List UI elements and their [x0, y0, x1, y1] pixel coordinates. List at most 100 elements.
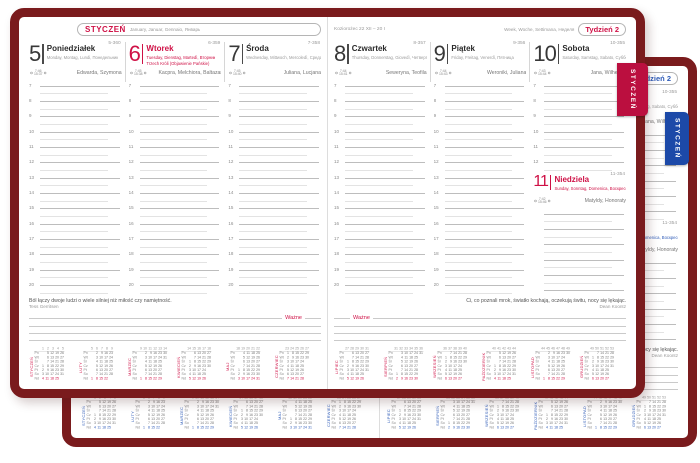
- important-row[interactable]: Ważne: [29, 315, 321, 322]
- hour-line[interactable]: 18: [228, 248, 320, 256]
- hour-line[interactable]: 20: [434, 278, 525, 287]
- hour-line[interactable]: 11: [533, 140, 625, 149]
- hour-line[interactable]: 17: [228, 232, 320, 241]
- hour-line[interactable]: 7: [29, 79, 120, 88]
- half-hour-line: [345, 87, 413, 95]
- hour-line[interactable]: 13: [334, 171, 425, 180]
- hour-line[interactable]: 14: [29, 186, 120, 195]
- mini-date-cell: 13: [249, 400, 253, 405]
- note-row[interactable]: [29, 322, 321, 329]
- writing-line[interactable]: [544, 207, 625, 215]
- hour-line[interactable]: 16: [334, 217, 425, 226]
- hour-line[interactable]: 13: [228, 171, 320, 180]
- hour-line[interactable]: 20: [129, 278, 220, 287]
- month-edge-tab[interactable]: STYCZEŃ: [617, 63, 648, 116]
- writing-line[interactable]: [544, 268, 625, 277]
- hour-line[interactable]: 19: [129, 263, 220, 272]
- note-row[interactable]: [29, 330, 321, 337]
- hour-line[interactable]: 9: [129, 110, 220, 118]
- hour-line[interactable]: 9: [29, 110, 120, 118]
- hour-number: 19: [128, 266, 134, 272]
- hour-line[interactable]: 15: [129, 202, 220, 210]
- hour-line[interactable]: 14: [129, 186, 220, 195]
- hour-line[interactable]: 8: [129, 94, 220, 103]
- hour-line[interactable]: 15: [228, 202, 320, 210]
- hour-line[interactable]: 10: [228, 125, 320, 134]
- hour-line[interactable]: 10: [533, 125, 625, 134]
- hour-line[interactable]: 18: [434, 248, 525, 256]
- mini-date-cell: 30: [215, 400, 219, 405]
- hour-line[interactable]: 8: [434, 94, 525, 103]
- hour-line[interactable]: 12: [434, 156, 525, 164]
- hour-line[interactable]: 15: [434, 202, 525, 210]
- hour-line[interactable]: 10: [434, 125, 525, 134]
- hour-line[interactable]: 10: [334, 125, 425, 134]
- note-row[interactable]: [334, 322, 626, 329]
- hour-line[interactable]: 9: [228, 110, 320, 118]
- hour-line[interactable]: 12: [228, 156, 320, 164]
- hour-line[interactable]: 18: [129, 248, 220, 256]
- hour-line[interactable]: 17: [334, 232, 425, 241]
- hour-line[interactable]: 13: [129, 171, 220, 180]
- hour-line[interactable]: 13: [29, 171, 120, 180]
- hour-line[interactable]: 12: [334, 156, 425, 164]
- hour-line[interactable]: 8: [533, 94, 625, 103]
- hour-line[interactable]: 17: [434, 232, 525, 241]
- writing-line[interactable]: [544, 253, 625, 261]
- hour-line[interactable]: 9: [434, 110, 525, 118]
- hour-line[interactable]: 11: [334, 140, 425, 149]
- writing-line[interactable]: [544, 222, 625, 231]
- hour-line[interactable]: 11: [29, 140, 120, 149]
- hour-line[interactable]: 20: [334, 278, 425, 287]
- mini-date-cell: 31: [163, 355, 167, 360]
- writing-line[interactable]: [544, 284, 625, 292]
- hour-line[interactable]: 19: [434, 263, 525, 272]
- hour-line[interactable]: 16: [29, 217, 120, 226]
- hour-line[interactable]: 13: [434, 171, 525, 180]
- hour-line[interactable]: 19: [228, 263, 320, 272]
- note-row[interactable]: [29, 337, 321, 344]
- mini-date-cell: 27: [564, 404, 568, 409]
- hour-line[interactable]: 16: [434, 217, 525, 226]
- hour-line[interactable]: 14: [434, 186, 525, 195]
- hour-line[interactable]: 20: [29, 278, 120, 287]
- hour-line[interactable]: 7: [334, 79, 425, 88]
- hour-line[interactable]: 10: [129, 125, 220, 134]
- hour-line[interactable]: 14: [228, 186, 320, 195]
- hour-line[interactable]: 16: [228, 217, 320, 226]
- hour-line[interactable]: 12: [533, 156, 625, 164]
- hour-line[interactable]: 17: [29, 232, 120, 241]
- hour-line[interactable]: 12: [129, 156, 220, 164]
- hour-line[interactable]: 11: [228, 140, 320, 149]
- note-row[interactable]: [334, 330, 626, 337]
- hour-line[interactable]: 19: [29, 263, 120, 272]
- hour-line[interactable]: 11: [434, 140, 525, 149]
- hour-line[interactable]: 8: [228, 94, 320, 103]
- hour-line[interactable]: 20: [228, 278, 320, 287]
- hour-line[interactable]: 15: [334, 202, 425, 210]
- hour-line[interactable]: 7: [228, 79, 320, 88]
- hour-line[interactable]: 7: [533, 79, 625, 88]
- hour-line[interactable]: 10: [29, 125, 120, 134]
- mini-date-cell: 29: [60, 364, 64, 368]
- writing-line[interactable]: [544, 238, 625, 246]
- hour-line[interactable]: 9: [334, 110, 425, 118]
- note-row[interactable]: [334, 337, 626, 344]
- hour-line[interactable]: 15: [29, 202, 120, 210]
- hour-line[interactable]: 18: [29, 248, 120, 256]
- hour-line[interactable]: 7: [129, 79, 220, 88]
- important-row[interactable]: Ważne: [334, 315, 626, 322]
- hour-line[interactable]: 17: [129, 232, 220, 241]
- hour-line[interactable]: 8: [29, 94, 120, 103]
- hour-line[interactable]: 18: [334, 248, 425, 256]
- hour-line[interactable]: 7: [434, 79, 525, 88]
- hour-line[interactable]: 19: [334, 263, 425, 272]
- hour-line[interactable]: 8: [334, 94, 425, 103]
- hour-line[interactable]: 12: [29, 156, 120, 164]
- month-edge-tab[interactable]: STYCZEŃ: [665, 112, 689, 165]
- hour-line[interactable]: 11: [129, 140, 220, 149]
- hour-line[interactable]: 16: [129, 217, 220, 226]
- hour-line[interactable]: 14: [334, 186, 425, 195]
- hour-line[interactable]: 9: [533, 110, 625, 118]
